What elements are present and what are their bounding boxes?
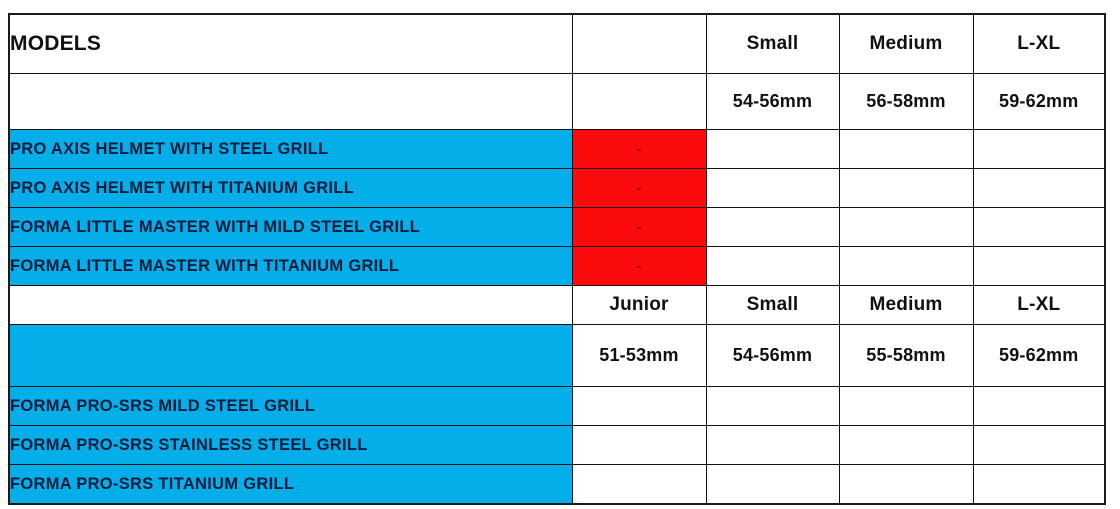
table-row: FORMA LITTLE MASTER WITH TITANIUM GRILL …: [8, 246, 1106, 286]
helmet-size-chart-table: MODELS Small Medium L-XL 54-56mm 56-58mm…: [8, 13, 1106, 505]
measurement-lxl-2: 59-62mm: [972, 324, 1106, 387]
size-header-medium-2: Medium: [838, 285, 974, 325]
measurement-blank-1: [571, 73, 707, 130]
availability-cell-small: [705, 246, 840, 286]
availability-cell-junior: -: [571, 129, 707, 169]
availability-cell-junior: -: [571, 168, 707, 208]
table-row-size-headers-2: Junior Small Medium L-XL: [8, 285, 1106, 325]
measurement-small-1: 54-56mm: [705, 73, 840, 130]
availability-cell-small: [705, 464, 840, 505]
availability-cell-lxl: [972, 129, 1106, 169]
measurement-label-blank-1: [8, 73, 573, 130]
availability-cell-small: [705, 425, 840, 465]
table-row-measurements-2: 51-53mm 54-56mm 55-58mm 59-62mm: [8, 324, 1106, 387]
model-name-cell: PRO AXIS HELMET WITH TITANIUM GRILL: [8, 168, 573, 208]
availability-cell-medium: [838, 464, 974, 505]
availability-cell-junior: [571, 386, 707, 426]
table-row: PRO AXIS HELMET WITH STEEL GRILL -: [8, 129, 1106, 169]
measurement-small-2: 54-56mm: [705, 324, 840, 387]
model-name-cell: FORMA PRO-SRS TITANIUM GRILL: [8, 464, 573, 505]
size-header-label-blank-2: [8, 285, 573, 325]
availability-cell-junior: -: [571, 246, 707, 286]
size-header-junior-2: Junior: [571, 285, 707, 325]
size-header-medium-1: Medium: [838, 13, 974, 74]
availability-cell-junior: -: [571, 207, 707, 247]
size-header-lxl-2: L-XL: [972, 285, 1106, 325]
table-row-measurements-1: 54-56mm 56-58mm 59-62mm: [8, 73, 1106, 130]
availability-cell-medium: [838, 246, 974, 286]
availability-cell-small: [705, 207, 840, 247]
model-name-cell: PRO AXIS HELMET WITH STEEL GRILL: [8, 129, 573, 169]
availability-cell-lxl: [972, 207, 1106, 247]
table-row-models-title: MODELS Small Medium L-XL: [8, 13, 1106, 74]
availability-cell-small: [705, 168, 840, 208]
size-header-small-2: Small: [705, 285, 840, 325]
measurement-medium-2: 55-58mm: [838, 324, 974, 387]
measurement-medium-1: 56-58mm: [838, 73, 974, 130]
size-header-lxl-1: L-XL: [972, 13, 1106, 74]
availability-cell-lxl: [972, 464, 1106, 505]
table-row: FORMA PRO-SRS STAINLESS STEEL GRILL: [8, 425, 1106, 465]
size-header-blank-1: [571, 13, 707, 74]
table-row: FORMA PRO-SRS MILD STEEL GRILL: [8, 386, 1106, 426]
model-name-cell: FORMA LITTLE MASTER WITH MILD STEEL GRIL…: [8, 207, 573, 247]
availability-cell-medium: [838, 207, 974, 247]
table-row: FORMA PRO-SRS TITANIUM GRILL: [8, 464, 1106, 505]
availability-cell-lxl: [972, 386, 1106, 426]
measurement-label-blank-2: [8, 324, 573, 387]
availability-cell-medium: [838, 129, 974, 169]
availability-cell-junior: [571, 425, 707, 465]
availability-cell-small: [705, 129, 840, 169]
page-title: MODELS: [8, 13, 573, 74]
availability-cell-lxl: [972, 425, 1106, 465]
measurement-junior-2: 51-53mm: [571, 324, 707, 387]
availability-cell-junior: [571, 464, 707, 505]
availability-cell-medium: [838, 425, 974, 465]
availability-cell-small: [705, 386, 840, 426]
table-row: PRO AXIS HELMET WITH TITANIUM GRILL -: [8, 168, 1106, 208]
model-name-cell: FORMA PRO-SRS MILD STEEL GRILL: [8, 386, 573, 426]
model-name-cell: FORMA PRO-SRS STAINLESS STEEL GRILL: [8, 425, 573, 465]
table-row: FORMA LITTLE MASTER WITH MILD STEEL GRIL…: [8, 207, 1106, 247]
measurement-lxl-1: 59-62mm: [972, 73, 1106, 130]
model-name-cell: FORMA LITTLE MASTER WITH TITANIUM GRILL: [8, 246, 573, 286]
helmet-size-chart-container: MODELS Small Medium L-XL 54-56mm 56-58mm…: [8, 13, 1106, 505]
availability-cell-lxl: [972, 168, 1106, 208]
availability-cell-lxl: [972, 246, 1106, 286]
availability-cell-medium: [838, 168, 974, 208]
availability-cell-medium: [838, 386, 974, 426]
size-header-small-1: Small: [705, 13, 840, 74]
